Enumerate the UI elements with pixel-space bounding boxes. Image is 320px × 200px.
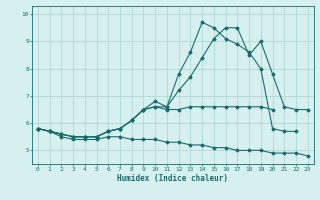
X-axis label: Humidex (Indice chaleur): Humidex (Indice chaleur) xyxy=(117,174,228,183)
